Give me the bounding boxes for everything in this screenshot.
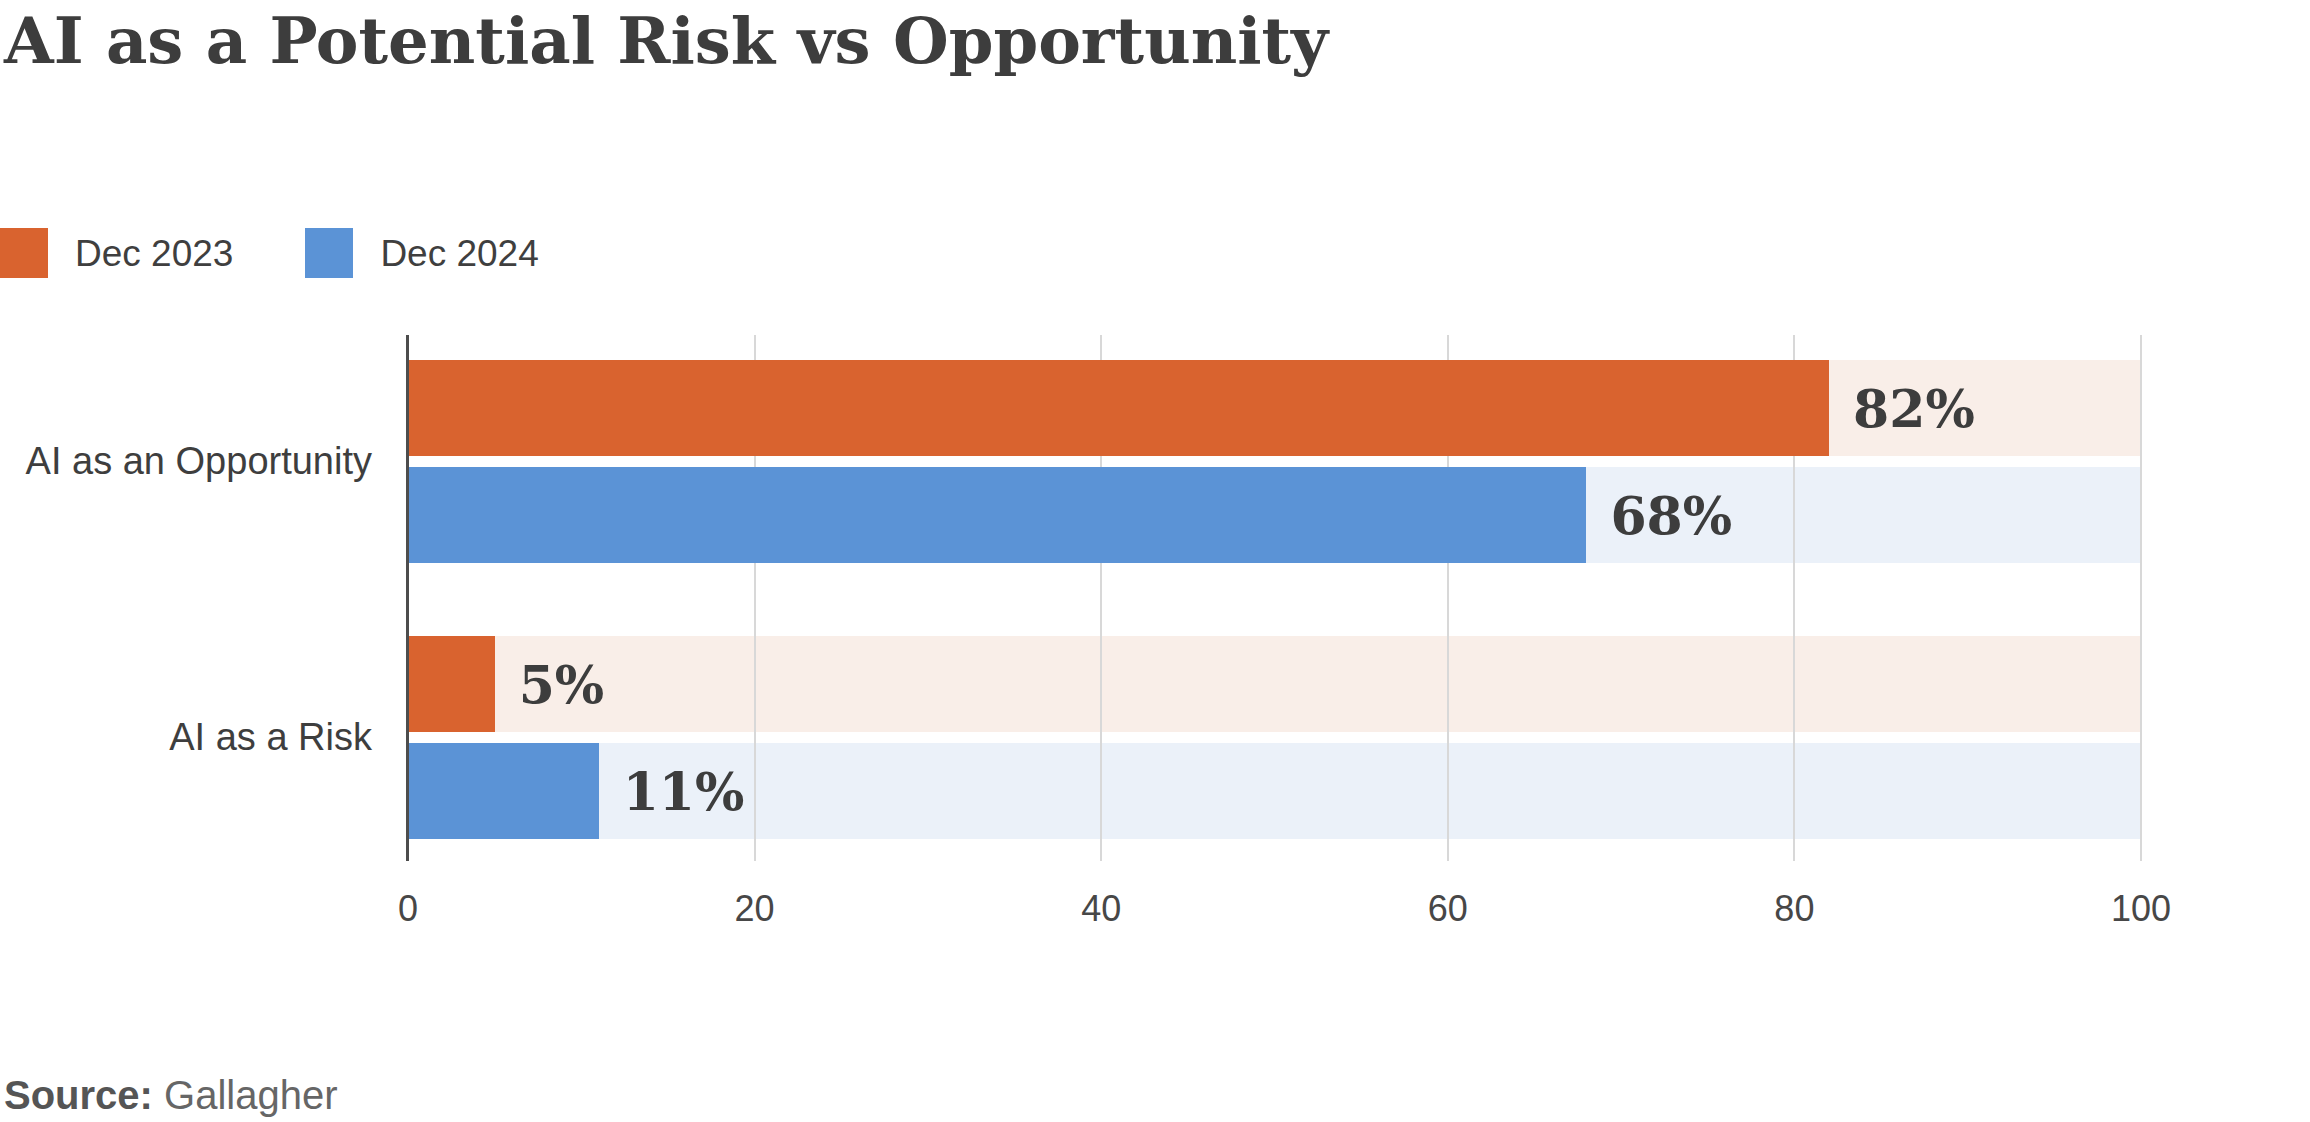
source-label: Source: (4, 1073, 153, 1117)
x-tick-label-100: 100 (2081, 888, 2201, 930)
value-label-dec-2024-ai-as-a-risk: 11% (623, 743, 745, 839)
x-tick-label-60: 60 (1388, 888, 1508, 930)
bar-dec-2023-ai-as-a-risk (408, 636, 495, 732)
track-dec-2023-ai-as-a-risk (408, 636, 2141, 732)
value-label-dec-2023-ai-as-a-risk: 5% (519, 636, 605, 732)
chart-canvas: AI as a Potential Risk vs Opportunity De… (0, 0, 2310, 1122)
x-tick-label-40: 40 (1041, 888, 1161, 930)
y-axis-line (406, 335, 409, 861)
x-tick-label-80: 80 (1734, 888, 1854, 930)
bar-dec-2023-ai-as-an-opportunity (408, 360, 1829, 456)
x-tick-label-20: 20 (695, 888, 815, 930)
bar-dec-2024-ai-as-an-opportunity (408, 467, 1586, 563)
bar-dec-2024-ai-as-a-risk (408, 743, 599, 839)
value-label-dec-2023-ai-as-an-opportunity: 82% (1853, 360, 1975, 456)
category-label-ai-as-an-opportunity: AI as an Opportunity (0, 439, 372, 485)
source-note: Source: Gallagher (4, 1072, 338, 1118)
x-tick-label-0: 0 (348, 888, 468, 930)
value-label-dec-2024-ai-as-an-opportunity: 68% (1610, 467, 1732, 563)
gridline-100 (2140, 335, 2142, 861)
category-label-ai-as-a-risk: AI as a Risk (0, 715, 372, 761)
source-value: Gallagher (164, 1073, 337, 1117)
plot-area: 82% 68% AI as an Opportunity 5%11% AI as a R… (0, 0, 2310, 1122)
